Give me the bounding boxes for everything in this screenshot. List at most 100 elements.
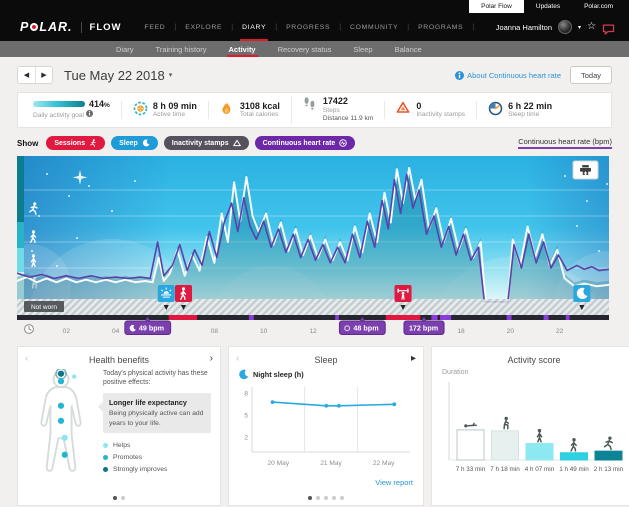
activity-score-card: Activity score Duration 7 h 33 min 7 h 18… <box>431 346 629 506</box>
menu-item-feed[interactable]: FEED <box>144 23 166 31</box>
main-header: P LAR. FLOW FEED | EXPLORE | DIARY | PROGRESS | C… <box>0 13 629 41</box>
calories-icon <box>220 101 235 116</box>
filter-chip-inactivity-stamps[interactable]: Inactivity stamps <box>163 136 249 150</box>
polar-logo[interactable]: P LAR. <box>20 20 73 34</box>
zone-stand-icon <box>30 254 37 267</box>
carousel-dot[interactable] <box>316 496 320 500</box>
active-icon <box>133 101 148 116</box>
utility-tab-polar-flow[interactable]: Polar Flow <box>469 0 524 13</box>
svg-text:49 bpm: 49 bpm <box>139 324 164 333</box>
page-date-title[interactable]: Tue May 22 2018 <box>64 67 165 83</box>
legend-dot <box>103 455 108 461</box>
activity-area <box>17 163 609 299</box>
sit-icon <box>503 416 509 430</box>
time-axis-clock-icon <box>24 324 34 334</box>
sleep-card-next-icon[interactable]: ▸ <box>410 353 416 364</box>
date-dropdown-caret-icon[interactable]: ▾ <box>168 72 173 79</box>
sleep-ytick: 8 <box>244 390 248 397</box>
health-highlight-text: Being physically active can add years to… <box>109 410 204 427</box>
stat-steps: 17422 Steps Distance 11.9 km <box>290 96 384 124</box>
stat-value: 8 h 09 min <box>152 100 197 111</box>
date-nav-arrows: ◀ ▶ <box>17 66 53 84</box>
menu-item-explore[interactable]: EXPLORE <box>185 23 223 31</box>
body-figure <box>27 367 95 489</box>
chart-filter-row: Show Sessions Sleep Inactivity stamps Conti… <box>17 136 612 150</box>
prev-day-button[interactable]: ◀ <box>23 72 30 79</box>
clouds <box>17 239 609 299</box>
favorites-star-icon[interactable]: ☆ <box>587 21 596 32</box>
filter-chip-continuous-heart-rate[interactable]: Continuous heart rate <box>254 136 356 150</box>
menu-item-programs[interactable]: PROGRAMS <box>418 23 464 31</box>
sleep-card-prev-icon[interactable]: ‹ <box>236 353 240 364</box>
session-marker-sunrise[interactable] <box>157 285 175 310</box>
sleep-chart-svg: 8 5 2 20 May 21 May 22 May <box>244 387 410 467</box>
stat-value: 414% <box>89 99 110 110</box>
menu-item-progress[interactable]: PROGRESS <box>286 23 331 31</box>
health-legend: Helps Promotes Strongly improves <box>103 441 211 475</box>
subnav-item-diary[interactable]: Diary <box>116 44 134 54</box>
next-day-button[interactable]: ▶ <box>35 67 52 83</box>
subnav-item-balance[interactable]: Balance <box>394 44 422 54</box>
stat-label: Sleep time <box>508 110 540 118</box>
night-sleep-label: Night sleep (h) <box>253 370 304 379</box>
stat-value: 6 h 22 min <box>508 100 553 111</box>
health-card-prev-icon[interactable]: ‹ <box>25 353 29 364</box>
subnav-item-activity[interactable]: Activity <box>218 41 267 57</box>
moon-icon <box>239 369 249 380</box>
about-continuous-hr-link[interactable]: About Continuous heart rate <box>455 70 561 80</box>
carousel-dot[interactable] <box>340 496 344 500</box>
time-tick-label: 08 <box>211 328 219 335</box>
today-button[interactable]: Today <box>569 66 612 84</box>
timeline-strip <box>17 315 609 320</box>
menu-separator: | <box>275 23 278 31</box>
filter-chip-sleep[interactable]: Sleep <box>111 136 158 150</box>
carousel-dot[interactable] <box>324 496 328 500</box>
stars <box>31 170 608 267</box>
health-card-next-icon[interactable]: › <box>209 353 213 364</box>
stat-label: Daily activity goal <box>33 109 110 121</box>
legend-item: Helps <box>103 441 211 450</box>
show-label: Show <box>17 138 39 148</box>
menu-separator: | <box>339 23 342 31</box>
menu-separator: | <box>472 23 475 31</box>
avatar[interactable] <box>558 20 573 34</box>
filter-chips: Sessions Sleep Inactivity stamps Continuous… <box>46 136 361 150</box>
utility-tab-updates[interactable]: Updates <box>535 3 561 10</box>
session-marker-strength[interactable] <box>394 285 412 310</box>
menu-item-community[interactable]: COMMUNITY <box>350 23 399 31</box>
subnav-item-recovery-status[interactable]: Recovery status <box>277 44 332 54</box>
view-report-link[interactable]: View report <box>375 478 413 487</box>
sleep-xtick: 22 May <box>373 460 395 467</box>
inactivity-icon <box>396 101 411 116</box>
session-marker-walk[interactable] <box>175 285 192 310</box>
user-menu-caret-icon[interactable]: ▾ <box>578 24 582 31</box>
carousel-dot[interactable] <box>332 496 336 500</box>
menu-item-diary[interactable]: DIARY <box>233 13 275 41</box>
score-bar-run: 2 h 13 min <box>594 436 624 473</box>
carousel-dot[interactable] <box>113 496 117 500</box>
sleep-card: ‹ ▸ Sleep Night sleep (h) 8 5 2 20 May 21 Ma… <box>228 346 424 506</box>
carousel-dot[interactable] <box>308 496 312 500</box>
heart-rate-line <box>16 173 610 303</box>
summary-cards-row: ‹ › Health benefits Today's physical act… <box>17 346 629 506</box>
zone-sit-icon <box>31 276 38 289</box>
sleep-ytick: 2 <box>244 434 248 441</box>
subnav-item-training-history[interactable]: Training history <box>155 44 207 54</box>
run-icon <box>603 436 614 451</box>
carousel-dot[interactable] <box>121 496 125 500</box>
diary-subnav: Diary Training history Activity Recovery st… <box>0 41 629 57</box>
svg-text:7 h 18 min: 7 h 18 min <box>490 466 520 473</box>
utility-tab-polar-com[interactable]: Polar.com <box>584 3 613 10</box>
chart-axis-label[interactable]: Continuous heart rate (bpm) <box>518 137 612 149</box>
hr-badge-49-bpm: 49 bpm <box>124 317 172 335</box>
duration-axis-label: Duration <box>442 369 469 376</box>
session-marker-moon[interactable] <box>573 285 591 310</box>
sleep-icon <box>488 101 503 116</box>
stat-goal: 414% Daily activity goal <box>22 99 121 120</box>
print-chart-button[interactable] <box>572 160 599 180</box>
feedback-bubble-icon[interactable] <box>602 22 615 35</box>
subnav-item-sleep[interactable]: Sleep <box>353 44 373 54</box>
moon-icon <box>142 139 150 147</box>
filter-chip-sessions[interactable]: Sessions <box>46 136 106 150</box>
